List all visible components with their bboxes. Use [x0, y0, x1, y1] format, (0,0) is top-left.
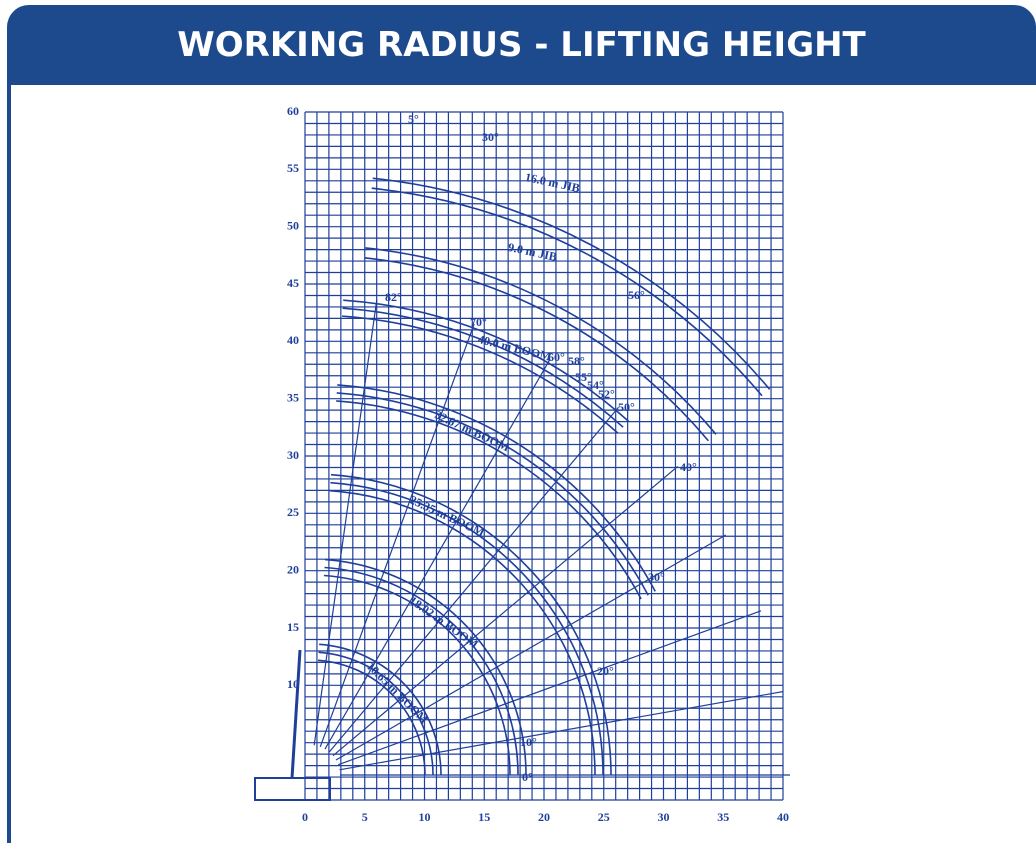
x-tick-label: 20: [538, 810, 550, 824]
diagram-label: 70°: [470, 315, 487, 329]
x-tick-label: 5: [362, 810, 368, 824]
y-tick-label: 55: [287, 161, 299, 175]
y-tick-label: 35: [287, 390, 299, 404]
y-tick-label: 50: [287, 218, 299, 232]
x-tick-label: 40: [777, 810, 789, 824]
diagram-label: 0°: [522, 770, 533, 784]
diagram-label: 52°: [598, 387, 615, 401]
page: WORKING RADIUS - LIFTING HEIGHT 05101520…: [0, 0, 1036, 843]
angle-line: [333, 466, 678, 755]
y-tick-label: 25: [287, 505, 299, 519]
diagram-label: 50°: [618, 400, 635, 414]
diagram-label: 10.65 m BOOM: [364, 659, 431, 726]
boom-arc: [337, 393, 648, 595]
x-tick-label: 0: [302, 810, 308, 824]
diagram: 051015202530354010152025303540455055605°…: [0, 0, 1036, 843]
y-tick-label: 60: [287, 104, 299, 118]
crane-mast: [292, 650, 300, 778]
x-tick-label: 10: [419, 810, 431, 824]
x-tick-label: 25: [598, 810, 610, 824]
diagram-label: 56°: [628, 288, 645, 302]
diagram-label: 20°: [597, 664, 614, 678]
y-tick-label: 40: [287, 333, 299, 347]
y-tick-label: 30: [287, 448, 299, 462]
diagram-label: 40°: [680, 460, 697, 474]
diagram-label: 60°: [548, 350, 565, 364]
diagram-label: 58°: [568, 354, 585, 368]
y-tick-label: 15: [287, 620, 299, 634]
x-tick-label: 35: [717, 810, 729, 824]
y-tick-label: 45: [287, 276, 299, 290]
x-tick-label: 15: [478, 810, 490, 824]
x-tick-label: 30: [658, 810, 670, 824]
angle-line: [329, 407, 618, 752]
diagram-label: 25.35 m BOOM: [408, 493, 487, 540]
y-tick-label: 20: [287, 562, 299, 576]
diagram-label: 40.0 m BOOM: [477, 332, 553, 364]
diagram-label: 82°: [385, 290, 402, 304]
diagram-label: 5°: [408, 112, 419, 126]
diagram-label: 30°: [482, 130, 499, 144]
angle-line: [336, 535, 726, 760]
diagram-label: 18.02 m BOOM: [407, 593, 481, 651]
diagram-label: 30°: [648, 570, 665, 584]
diagram-label: 10°: [520, 735, 537, 749]
